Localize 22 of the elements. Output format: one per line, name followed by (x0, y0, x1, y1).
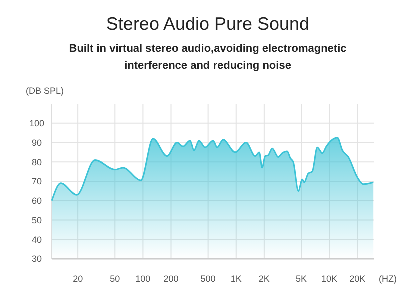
y-tick-label: 90 (32, 138, 42, 148)
x-tick-label: 20 (73, 274, 84, 284)
x-tick-label: 20K (350, 274, 366, 284)
x-tick-label: 100 (136, 274, 151, 284)
y-tick-label: 100 (29, 118, 45, 129)
x-tick-label: 500 (200, 274, 216, 284)
x-tick-label: 2K (258, 274, 270, 284)
x-tick-label: 5K (296, 274, 308, 284)
y-axis-title: (DB SPL) (26, 86, 64, 96)
y-tick-label: 70 (32, 176, 42, 187)
y-tick-label: 50 (32, 215, 42, 226)
x-tick-label: 200 (164, 274, 179, 284)
x-tick-label: 1K (230, 274, 242, 284)
y-tick-label: 80 (32, 157, 42, 168)
chart-title: Stereo Audio Pure Sound (106, 14, 310, 34)
x-tick-label: 10K (322, 274, 338, 284)
y-tick-label: 40 (32, 234, 42, 245)
chart-subtitle: Built in virtual stereo audio,avoiding electromagnetic interference and reducing noise (69, 43, 347, 72)
y-tick-label: 60 (32, 196, 42, 206)
x-tick-label: 50 (110, 274, 120, 284)
y-tick-label: 30 (32, 254, 42, 264)
x-axis-title: (HZ) (379, 274, 397, 284)
